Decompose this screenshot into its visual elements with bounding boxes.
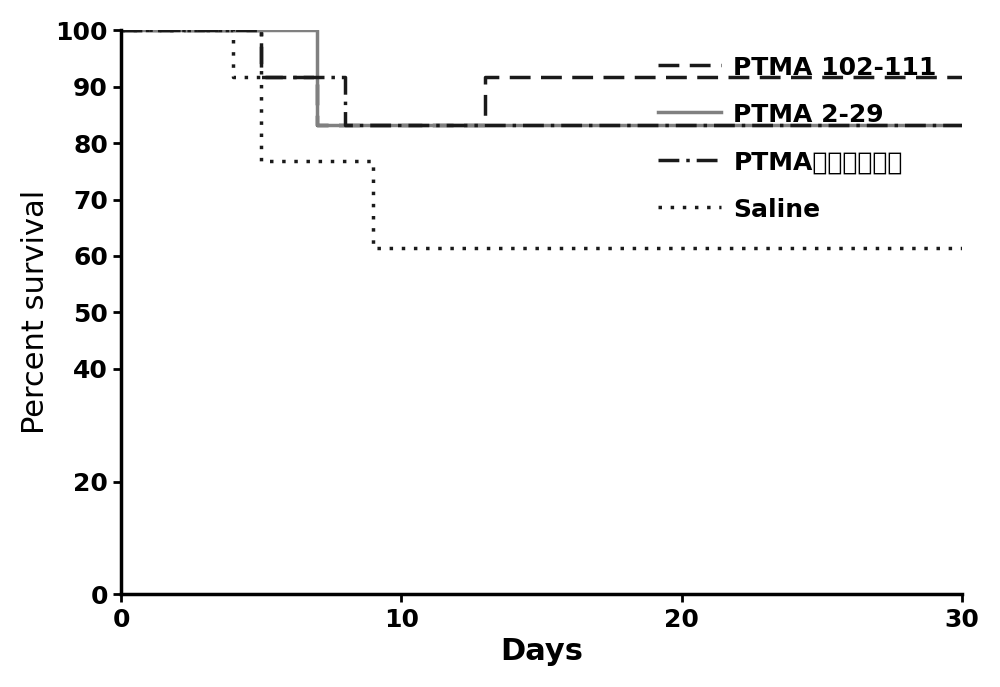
Y-axis label: Percent survival: Percent survival bbox=[21, 190, 50, 434]
X-axis label: Days: Days bbox=[500, 637, 583, 666]
Legend: PTMA 102-111, PTMA 2-29, PTMA短肽联合用药, Saline: PTMA 102-111, PTMA 2-29, PTMA短肽联合用药, Sal… bbox=[646, 43, 949, 234]
